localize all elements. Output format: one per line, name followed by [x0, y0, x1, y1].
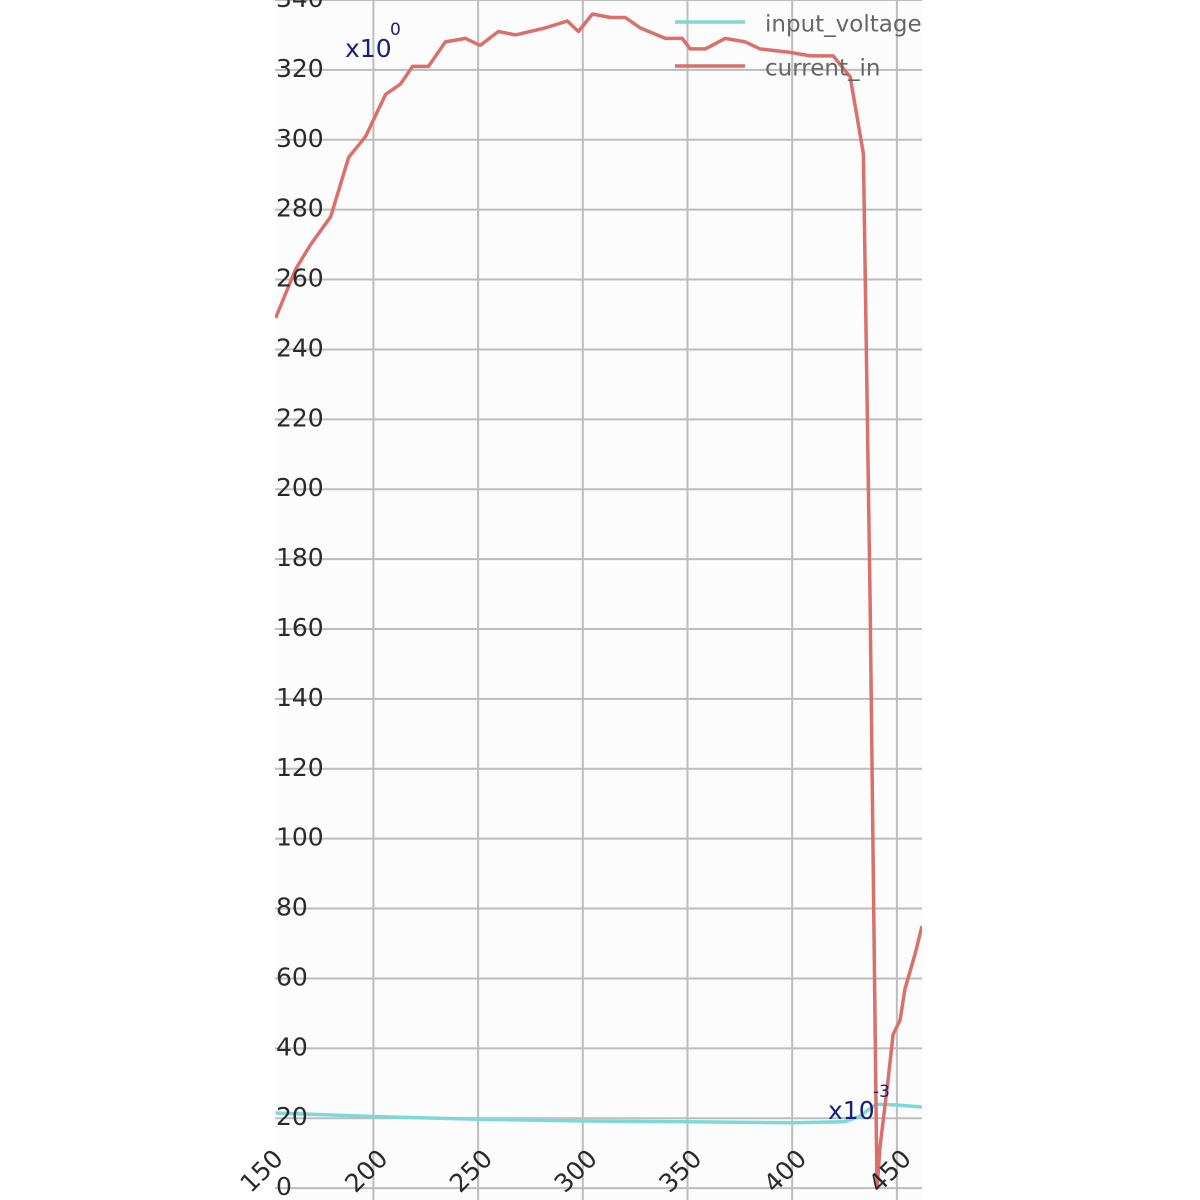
- y-tick-label: 220: [276, 403, 324, 432]
- legend-label: input_voltage: [765, 12, 922, 38]
- y-tick-label: 180: [276, 543, 324, 572]
- y-tick-label: 80: [276, 893, 308, 922]
- y-tick-label: 300: [276, 124, 324, 153]
- y-tick-label: 0: [276, 1172, 292, 1200]
- y-tick-label: 340: [276, 0, 324, 13]
- lines: [275, 12, 922, 1190]
- y-tick-label: 240: [276, 333, 324, 362]
- grid: [275, 0, 922, 1200]
- y-tick-label: 280: [276, 194, 324, 223]
- multiplier: x10: [828, 1096, 875, 1125]
- y-tick-label: 140: [276, 683, 324, 712]
- y-tick-label: 100: [276, 823, 324, 852]
- y-tick-label: 120: [276, 753, 324, 782]
- multiplier: x10: [345, 34, 392, 63]
- multiplier-exponent: -3: [873, 1082, 890, 1102]
- multiplier-exponent: 0: [390, 20, 401, 40]
- y-tick-label: 260: [276, 264, 324, 293]
- y-tick-label: 60: [276, 962, 308, 991]
- y-tick-label: 20: [276, 1102, 308, 1131]
- plot-area: [275, 0, 922, 1200]
- legend-label: current_in: [765, 56, 880, 82]
- y-tick-label: 200: [276, 473, 324, 502]
- y-tick-label: 40: [276, 1032, 308, 1061]
- y-tick-label: 320: [276, 54, 324, 83]
- y-tick-label: 160: [276, 613, 324, 642]
- data-line: [275, 1102, 922, 1125]
- data-line: [275, 12, 922, 1190]
